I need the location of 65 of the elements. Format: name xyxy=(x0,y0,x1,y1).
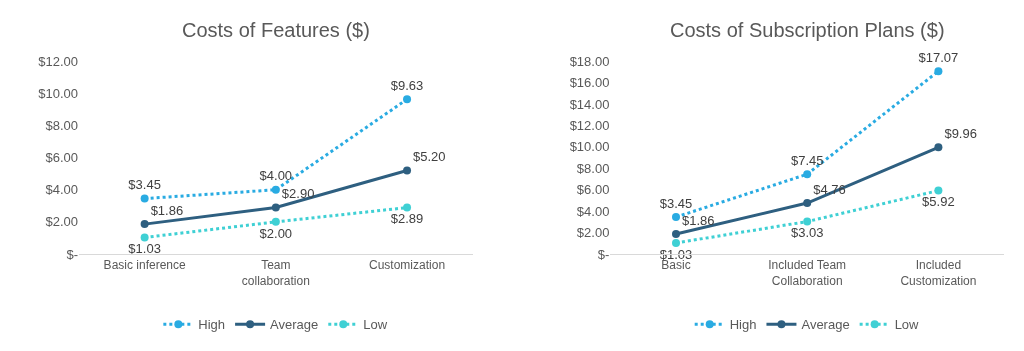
x-tick-label: Included Team Collaboration xyxy=(768,258,847,288)
point xyxy=(672,213,680,222)
legend-label: Average xyxy=(801,317,850,333)
point xyxy=(672,230,680,239)
data-label: $1.03 xyxy=(128,241,161,257)
x-tick-label: Included Customization xyxy=(900,258,977,288)
data-label: $5.92 xyxy=(922,194,955,210)
legend-label: Low xyxy=(363,317,388,333)
y-tick-label: $12.00 xyxy=(569,118,610,134)
point xyxy=(140,233,149,242)
y-tick-label: $16.00 xyxy=(569,75,610,91)
data-label: $2.00 xyxy=(259,225,293,241)
data-label: $1.86 xyxy=(682,212,715,228)
y-tick-label: $10.00 xyxy=(569,139,610,155)
y-tick-label: $12.00 xyxy=(38,53,79,69)
data-label: $2.90 xyxy=(281,186,315,202)
data-label: $5.20 xyxy=(413,149,446,165)
data-label: $9.63 xyxy=(390,78,424,94)
point xyxy=(803,199,812,208)
point xyxy=(934,67,943,76)
y-tick-label: $6.00 xyxy=(576,182,610,198)
point xyxy=(403,166,412,175)
x-tick-label: Basic xyxy=(661,258,691,273)
point xyxy=(934,143,943,152)
y-tick-label: $2.00 xyxy=(576,225,610,241)
legend-label: High xyxy=(198,317,226,333)
data-label: $3.45 xyxy=(659,195,693,211)
y-tick-label: $- xyxy=(66,246,79,262)
point xyxy=(140,220,149,229)
legend-label: High xyxy=(729,317,757,333)
point xyxy=(672,238,680,247)
point xyxy=(803,170,812,179)
point xyxy=(934,186,943,195)
chart-title: Costs of Features ($) xyxy=(182,19,370,41)
y-tick-label: $4.00 xyxy=(576,203,610,219)
point xyxy=(271,217,280,226)
y-tick-label: $10.00 xyxy=(38,85,79,101)
chart-title: Costs of Subscription Plans ($) xyxy=(670,19,945,41)
x-tick-label: Team collaboration xyxy=(241,258,310,288)
legend-label: Low xyxy=(894,317,920,333)
y-tick-label: $8.00 xyxy=(45,118,79,134)
data-label: $17.07 xyxy=(918,49,959,65)
point xyxy=(803,217,812,226)
point xyxy=(271,185,280,194)
x-tick-label: Customization xyxy=(369,258,446,273)
point xyxy=(140,194,149,203)
y-tick-label: $6.00 xyxy=(45,150,79,166)
data-label: $3.45 xyxy=(128,177,161,193)
y-tick-label: $18.00 xyxy=(569,53,610,69)
y-tick-label: $2.00 xyxy=(45,214,79,230)
point xyxy=(403,95,412,104)
data-label: $2.89 xyxy=(390,211,424,227)
y-tick-label: $- xyxy=(597,246,610,262)
legend-label: Average xyxy=(270,317,319,333)
point xyxy=(403,203,412,212)
data-label: $4.00 xyxy=(259,168,293,184)
x-tick-label: Basic inference xyxy=(103,258,186,273)
y-tick-label: $4.00 xyxy=(45,182,79,198)
y-tick-label: $14.00 xyxy=(569,96,610,112)
data-label: $1.86 xyxy=(150,202,184,218)
data-label: $9.96 xyxy=(944,126,977,142)
data-label: $3.03 xyxy=(790,225,824,241)
data-label: $7.45 xyxy=(790,152,824,168)
y-tick-label: $8.00 xyxy=(576,160,610,176)
point xyxy=(271,203,280,212)
